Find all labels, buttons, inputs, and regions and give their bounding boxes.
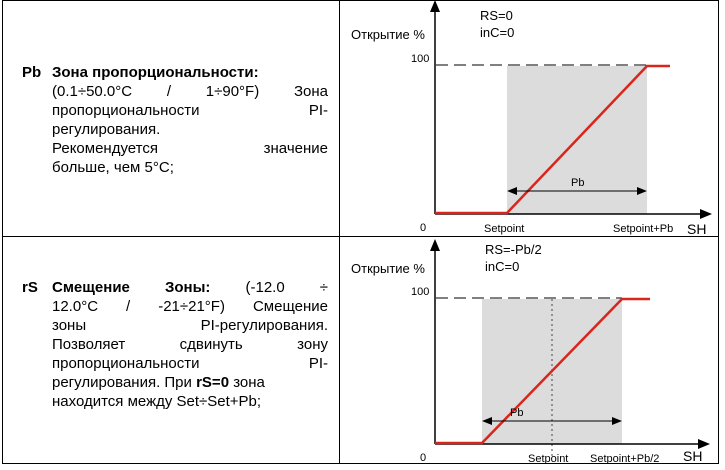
bold-inline: rS=0 — [196, 374, 230, 391]
column-divider — [339, 0, 340, 464]
parameter-title: Зона пропорциональности: — [52, 64, 259, 81]
table-frame — [2, 0, 719, 464]
x-label-setpoint: Setpoint — [484, 223, 524, 235]
x-label-setpoint-pb2: Setpoint+Pb/2 — [590, 453, 659, 464]
text-line: находится между Set÷Set+Pb; — [52, 393, 262, 410]
x-axis-arrow — [700, 209, 712, 219]
text-line: зоны PI-регулирования. — [52, 317, 328, 334]
text-line: Рекомендуется значение — [52, 140, 328, 157]
param-inc: inC=0 — [485, 259, 519, 274]
text-line: Позволяет сдвинуть зону — [52, 336, 328, 353]
y-max-label: 100 — [411, 286, 429, 298]
band-label: Pb — [510, 407, 523, 419]
origin-label: 0 — [420, 222, 426, 234]
parameter-pb-description: Pb Зона пропорциональности: (0.1÷50.0°C … — [22, 63, 328, 177]
band-arrow-right-head — [637, 187, 647, 195]
origin-label: 0 — [420, 452, 426, 464]
parameter-rs-description: rS Смещение Зоны: (-12.0 ÷ 12.0°C / -21÷… — [22, 278, 328, 411]
y-max-label: 100 — [411, 53, 429, 65]
param-rs: RS=-Pb/2 — [485, 242, 542, 257]
x-axis-arrow — [698, 439, 710, 449]
diagram-rs: Открытие % RS=-Pb/2 inC=0 100 0 Pb Setpo… — [351, 239, 710, 464]
x-label-setpoint: Setpoint — [528, 453, 568, 464]
x-label-setpoint-pb: Setpoint+Pb — [613, 223, 673, 235]
diagram-pb: Открытие % RS=0 inC=0 100 0 Pb Setpoint … — [351, 0, 712, 236]
text-line: 12.0°C / -21÷21°F) Смещение — [52, 298, 328, 315]
x-axis-label: SH — [687, 221, 706, 236]
param-inc: inC=0 — [480, 25, 514, 40]
response-line — [435, 64, 670, 215]
x-axis-label: SH — [683, 448, 702, 464]
param-rs: RS=0 — [480, 8, 513, 23]
band-label: Pb — [571, 177, 584, 189]
text-fragment: (-12.0 ÷ — [245, 279, 329, 296]
band-arrow-left-head — [507, 187, 517, 195]
text-line: (0.1÷50.0°C / 1÷90°F) Зона — [52, 83, 328, 100]
band-arrow-left-head — [482, 417, 492, 425]
text-line: больше, чем 5°C; — [52, 159, 174, 176]
band-arrow-right-head — [612, 417, 622, 425]
y-axis-arrow — [430, 239, 440, 251]
y-axis-arrow — [430, 0, 440, 12]
parameter-title: Смещение Зоны: — [52, 279, 211, 296]
text-fragment: регулирования. При — [52, 374, 192, 391]
text-line: пропорциональности PI- — [52, 102, 328, 119]
text-line: пропорциональности PI- — [52, 355, 328, 372]
parameter-code: rS — [22, 279, 38, 296]
row-divider — [2, 236, 719, 237]
response-line — [435, 297, 650, 445]
y-axis-label: Открытие % — [351, 261, 425, 276]
text-fragment: зона — [233, 374, 265, 391]
text-line: регулирования. — [52, 121, 161, 138]
y-axis-label: Открытие % — [351, 27, 425, 42]
parameter-code: Pb — [22, 64, 42, 81]
